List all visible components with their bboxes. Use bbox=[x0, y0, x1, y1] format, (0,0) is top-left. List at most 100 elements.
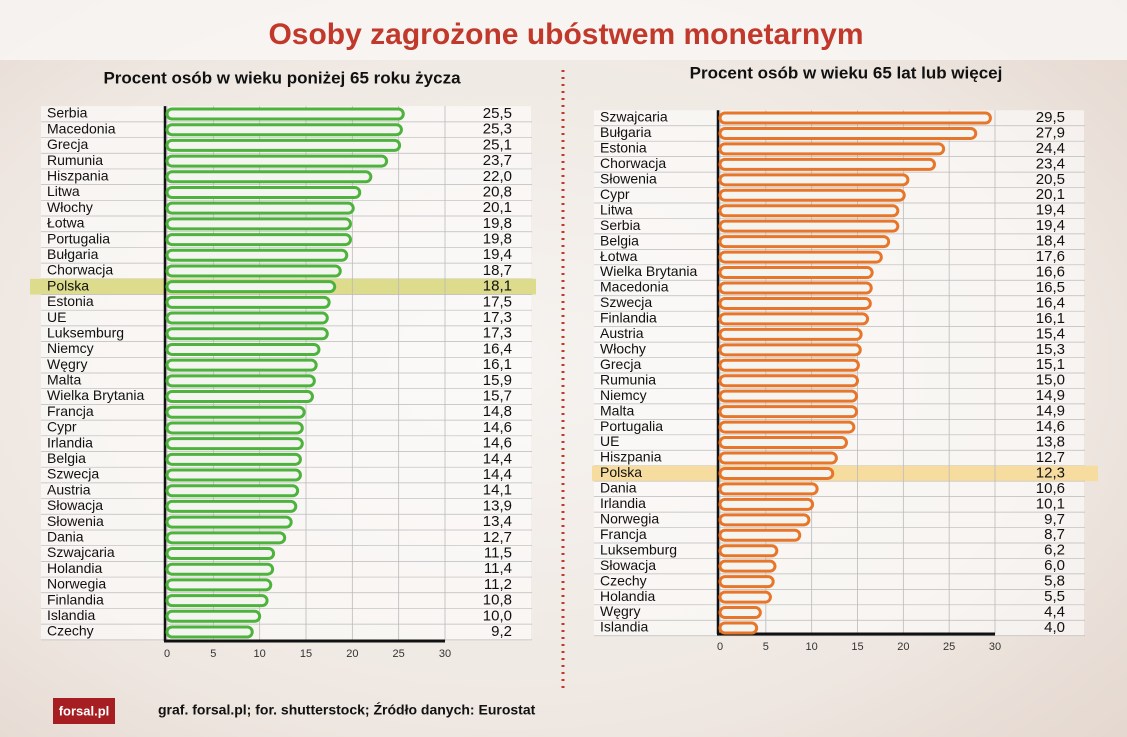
bar bbox=[165, 295, 331, 309]
bar bbox=[718, 374, 859, 388]
value-label: 14,9 bbox=[1036, 387, 1065, 404]
value-label: 16,5 bbox=[1036, 279, 1065, 296]
main-title: Osoby zagrożone ubóstwem monetarnym bbox=[268, 18, 863, 51]
category-label: Wielka Brytania bbox=[47, 387, 144, 403]
x-tick-label: 0 bbox=[717, 641, 723, 653]
bar bbox=[718, 281, 873, 295]
category-label: Irlandia bbox=[600, 495, 646, 511]
bar bbox=[718, 590, 772, 604]
bar bbox=[165, 185, 362, 199]
logo: forsal.pl bbox=[59, 703, 110, 718]
category-label: Grecja bbox=[47, 136, 88, 152]
value-label: 17,6 bbox=[1036, 248, 1065, 265]
value-label: 17,3 bbox=[483, 325, 512, 342]
category-label: Luksemburg bbox=[600, 541, 677, 557]
category-label: Bułgaria bbox=[47, 246, 99, 262]
bar bbox=[718, 111, 992, 125]
value-label: 22,0 bbox=[483, 168, 512, 185]
bar bbox=[165, 217, 352, 231]
category-label: Holandia bbox=[47, 560, 102, 576]
bar bbox=[718, 389, 859, 403]
category-label: Islandia bbox=[600, 619, 648, 635]
bar bbox=[718, 436, 848, 450]
value-label: 13,9 bbox=[483, 497, 512, 514]
bar bbox=[165, 390, 314, 404]
value-label: 13,4 bbox=[483, 513, 512, 530]
category-label: Estonia bbox=[600, 140, 647, 156]
bar bbox=[165, 405, 306, 419]
bar bbox=[165, 358, 318, 372]
value-label: 16,6 bbox=[1036, 264, 1065, 281]
bar bbox=[165, 562, 275, 576]
bar bbox=[165, 452, 302, 466]
value-label: 14,8 bbox=[483, 403, 512, 420]
x-tick-label: 5 bbox=[210, 648, 216, 660]
category-label: Wielka Brytania bbox=[600, 263, 697, 279]
bar bbox=[165, 531, 287, 545]
x-tick-label: 15 bbox=[300, 648, 312, 660]
bar bbox=[718, 451, 838, 465]
value-label: 25,5 bbox=[483, 105, 512, 122]
bar bbox=[165, 342, 321, 356]
title-band bbox=[0, 0, 1127, 60]
bar bbox=[165, 625, 254, 639]
logo-box bbox=[53, 698, 115, 724]
value-label: 18,4 bbox=[1036, 233, 1065, 250]
category-label: Austria bbox=[600, 325, 644, 341]
category-label: Austria bbox=[47, 481, 91, 497]
bar bbox=[718, 513, 811, 527]
value-label: 15,3 bbox=[1036, 341, 1065, 358]
value-label: 15,9 bbox=[483, 372, 512, 389]
category-label: Słowacja bbox=[47, 497, 103, 513]
category-label: Malta bbox=[47, 372, 81, 388]
category-label: Portugalia bbox=[47, 230, 110, 246]
category-label: Malta bbox=[600, 402, 634, 418]
category-label: Chorwacja bbox=[600, 155, 666, 171]
x-tick-label: 20 bbox=[897, 641, 909, 653]
bar bbox=[165, 327, 329, 341]
value-label: 9,2 bbox=[491, 623, 512, 640]
value-label: 25,3 bbox=[483, 121, 512, 138]
bar bbox=[718, 235, 891, 249]
value-label: 19,4 bbox=[483, 246, 512, 263]
value-label: 11,2 bbox=[484, 576, 512, 593]
category-label: Luksemburg bbox=[47, 324, 124, 340]
category-label: Włochy bbox=[47, 199, 93, 215]
value-label: 4,0 bbox=[1044, 619, 1065, 636]
category-label: Dania bbox=[600, 480, 637, 496]
value-label: 16,1 bbox=[1036, 310, 1065, 327]
value-label: 23,7 bbox=[483, 152, 512, 169]
value-label: 14,9 bbox=[1036, 403, 1065, 420]
category-label: Portugalia bbox=[600, 418, 663, 434]
bar bbox=[165, 594, 269, 608]
category-label: Niemcy bbox=[600, 387, 647, 403]
value-label: 25,1 bbox=[483, 136, 512, 153]
bar bbox=[718, 219, 900, 233]
category-label: Francja bbox=[47, 403, 94, 419]
value-label: 6,0 bbox=[1044, 557, 1065, 574]
chart-title: Procent osób w wieku poniżej 65 roku życ… bbox=[103, 68, 461, 87]
category-label: Łotwa bbox=[47, 215, 85, 231]
category-label: Bułgaria bbox=[600, 124, 652, 140]
category-label: Polska bbox=[600, 464, 642, 480]
bar bbox=[165, 578, 273, 592]
value-label: 10,0 bbox=[483, 607, 512, 624]
category-label: Macedonia bbox=[600, 279, 669, 295]
bar bbox=[165, 421, 304, 435]
category-label: Belgia bbox=[600, 232, 639, 248]
bar bbox=[165, 499, 298, 513]
bar bbox=[165, 170, 373, 184]
category-label: Serbia bbox=[600, 217, 641, 233]
x-tick-label: 10 bbox=[806, 641, 818, 653]
bar bbox=[165, 280, 337, 294]
value-label: 18,1 bbox=[483, 278, 512, 295]
category-label: UE bbox=[600, 433, 619, 449]
value-label: 16,1 bbox=[483, 356, 512, 373]
bar bbox=[718, 621, 759, 635]
category-label: Polska bbox=[47, 277, 89, 293]
x-tick-label: 20 bbox=[346, 648, 358, 660]
category-label: Macedonia bbox=[47, 120, 116, 136]
value-label: 17,5 bbox=[483, 293, 512, 310]
bar bbox=[718, 266, 874, 280]
value-label: 16,4 bbox=[483, 340, 512, 357]
